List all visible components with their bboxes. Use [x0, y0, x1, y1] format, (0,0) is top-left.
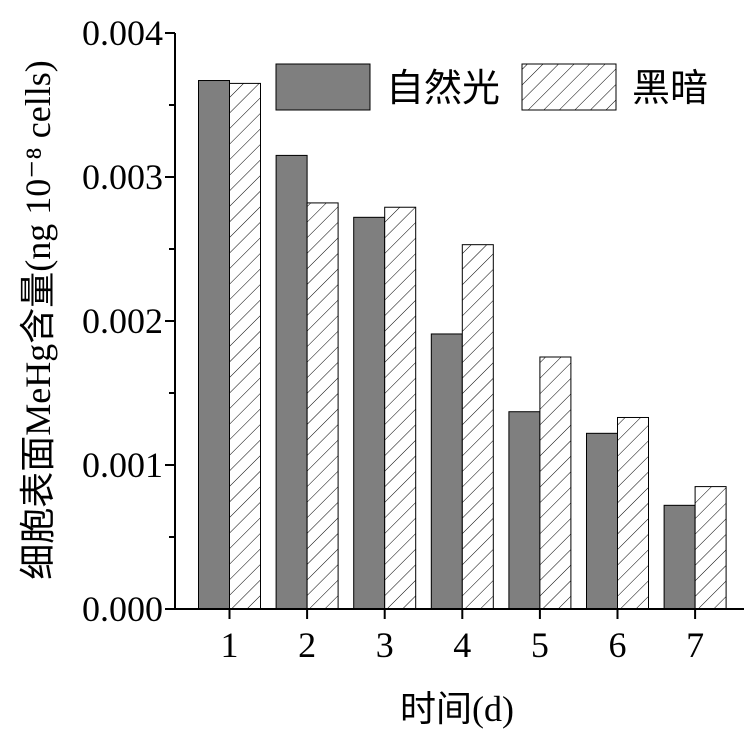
legend-label-series-1: 自然光: [386, 68, 500, 110]
bars-layer: [198, 80, 727, 610]
axes-layer: 0.000 0.001 0.002 0.003 0.004 1 2 3 4 5 6 7: [82, 13, 744, 665]
legend: 自然光 黑暗: [275, 63, 708, 111]
x-tick-label: 1: [221, 625, 239, 665]
bar-series-2-day-5: [539, 356, 572, 610]
legend-swatch-series-1: [275, 63, 371, 111]
bar-series-1-day-5: [508, 411, 541, 610]
bar-series-1-day-4: [430, 333, 463, 610]
y-tick-label: 0.000: [82, 589, 163, 629]
y-axis-title: 细胞表面MeHg含量(ng 10⁻⁸ cells): [18, 60, 58, 580]
bar-series-2-day-2: [306, 202, 339, 610]
bar-series-2-day-7: [694, 486, 727, 610]
y-tick-label: 0.003: [82, 157, 163, 197]
legend-swatch-series-2: [521, 63, 617, 111]
x-tick-label: 7: [686, 625, 704, 665]
bar-series-2-day-3: [384, 206, 417, 610]
x-tick-label: 5: [531, 625, 549, 665]
x-tick-label: 3: [376, 625, 394, 665]
x-tick-label: 4: [453, 625, 471, 665]
bar-series-1-day-1: [198, 80, 230, 610]
y-tick-label: 0.002: [82, 301, 163, 341]
x-tick-label: 6: [609, 625, 627, 665]
bar-series-1-day-2: [275, 154, 308, 610]
bar-series-2-day-1: [229, 82, 261, 610]
bar-series-1-day-3: [353, 216, 386, 610]
bar-series-2-day-6: [617, 416, 649, 610]
y-tick-label: 0.004: [82, 13, 163, 53]
bar-series-1-day-7: [663, 504, 696, 610]
x-axis-title: 时间(d): [400, 689, 514, 729]
y-tick-label: 0.001: [82, 445, 163, 485]
x-tick-label: 2: [298, 625, 316, 665]
bar-series-1-day-6: [586, 432, 618, 610]
bar-series-2-day-4: [461, 244, 494, 610]
legend-label-series-2: 黑暗: [632, 68, 708, 110]
